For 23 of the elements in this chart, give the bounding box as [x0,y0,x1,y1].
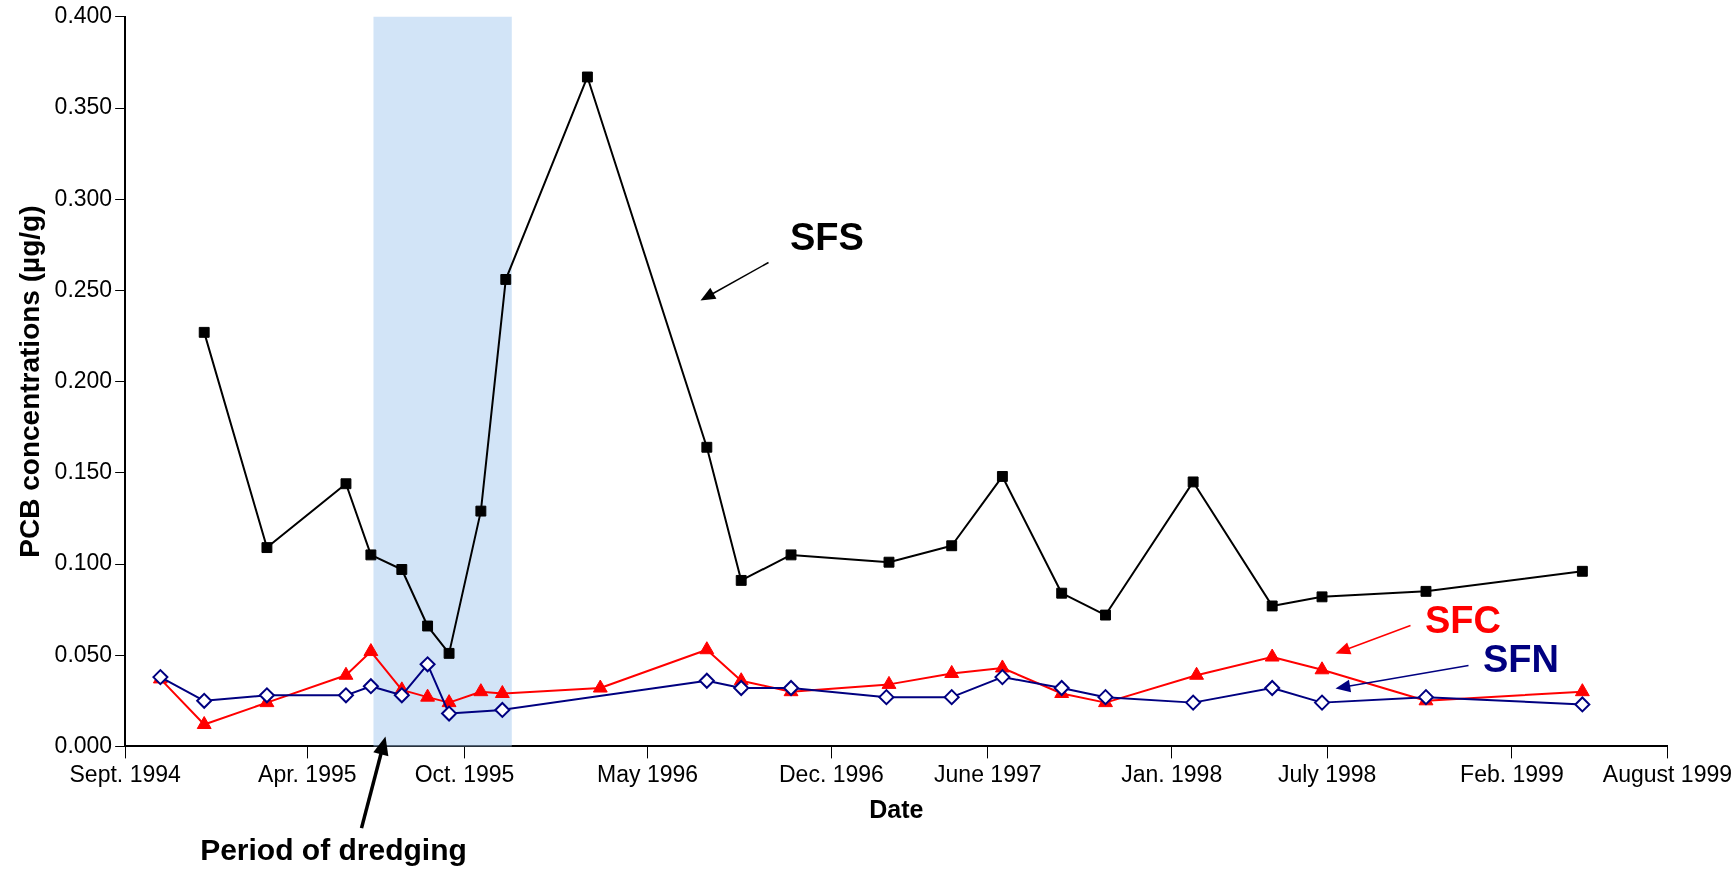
y-tick-label: 0.250 [54,275,113,302]
y-tick-label: 0.300 [54,184,113,211]
y-tick-label: 0.350 [54,93,113,120]
x-tick-label: July 1998 [1277,760,1377,787]
x-tick-label: Dec. 1996 [778,760,884,787]
y-tick-label: 0.200 [54,366,113,393]
x-tick-label: May 1996 [597,760,699,787]
x-tick-label: Apr. 1995 [258,760,357,787]
y-tick-label: 0.400 [54,2,113,29]
y-axis-title: PCB concentrations (µg/g) [13,205,45,558]
y-tick-label: 0.000 [54,731,113,758]
y-tick-label: 0.150 [54,458,113,485]
x-tick-label: Oct. 1995 [414,760,515,787]
band-label: Period of dredging [200,833,467,867]
x-tick-label: August 1999 [1602,760,1733,787]
x-axis-title: Date [869,794,924,823]
x-tick-label: June 1997 [934,760,1042,787]
x-tick-label: Feb. 1999 [1460,760,1564,787]
x-tick-label: Jan. 1998 [1121,760,1223,787]
x-tick-label: Sept. 1994 [69,760,181,787]
text: SFS [790,216,864,259]
y-tick-label: 0.050 [54,640,113,667]
y-tick-label: 0.100 [54,549,113,576]
